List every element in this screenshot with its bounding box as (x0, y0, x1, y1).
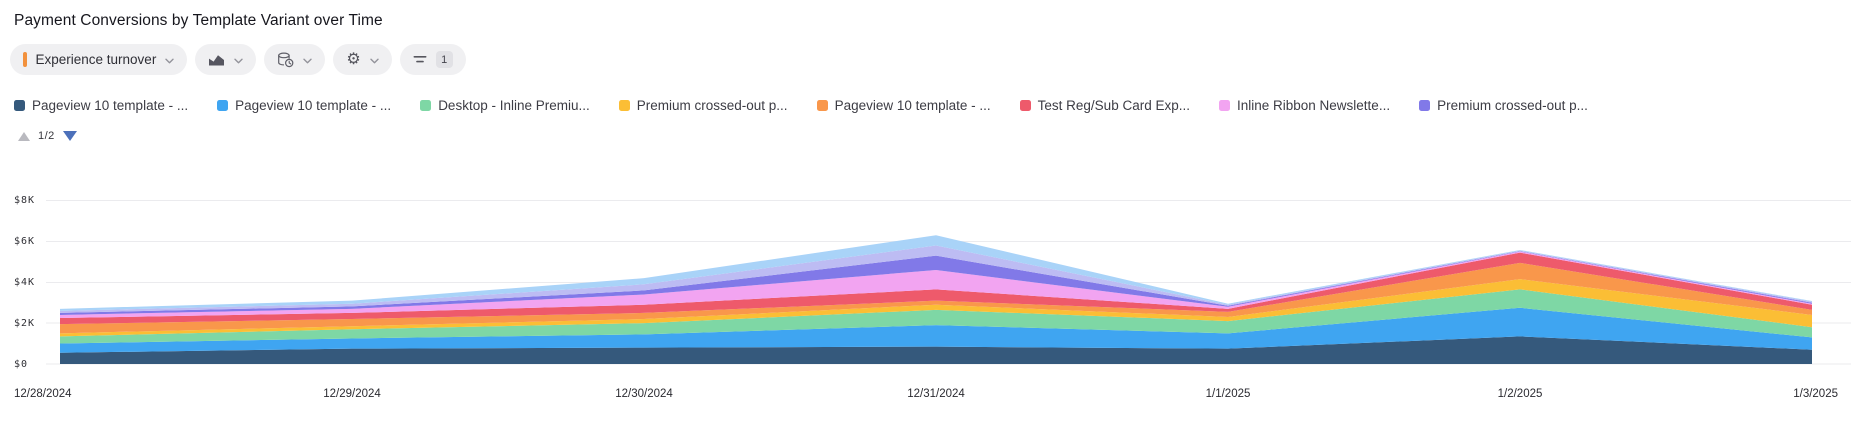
filter-pill[interactable]: 1 (399, 44, 466, 75)
y-axis-tick-label: $8K (14, 195, 36, 206)
y-axis-tick-label: $4K (14, 276, 36, 288)
filter-icon (413, 54, 427, 65)
data-source-pill[interactable] (264, 44, 326, 75)
chart-plot-area: $8K $6K $4K $2K $0 (0, 152, 1851, 382)
area-series[interactable] (60, 252, 1812, 325)
area-series[interactable] (60, 279, 1812, 337)
legend-item[interactable]: Test Reg/Sub Card Exp... (1019, 97, 1190, 113)
area-series[interactable] (60, 235, 1812, 311)
legend: Pageview 10 template - ... Pageview 10 te… (14, 95, 1841, 115)
legend-item[interactable]: Premium crossed-out p... (618, 97, 788, 113)
legend-swatch (816, 99, 828, 111)
x-axis-tick-label: 12/28/2024 (14, 388, 72, 400)
chevron-down-icon (369, 52, 379, 67)
toolbar: Experience turnover ⚙ (10, 44, 466, 75)
legend-item[interactable]: Inline Ribbon Newslette... (1218, 97, 1391, 113)
legend-item-label: Premium crossed-out p... (636, 97, 788, 113)
x-axis: 12/28/2024 12/29/2024 12/30/2024 12/31/2024… (0, 388, 1851, 406)
y-axis-tick-label: $0 (14, 358, 29, 370)
legend-swatch (618, 99, 630, 111)
area-series[interactable] (60, 251, 1812, 319)
x-axis-tick-label: 1/1/2025 (1205, 388, 1251, 400)
metric-pill[interactable]: Experience turnover (10, 44, 188, 75)
legend-item-label: Inline Ribbon Newslette... (1236, 97, 1391, 113)
legend-item-label: Pageview 10 template - ... (834, 97, 991, 113)
area-series[interactable] (60, 307, 1812, 353)
legend-swatch (14, 99, 25, 111)
area-series[interactable] (60, 336, 1812, 364)
legend-item[interactable]: Desktop - Inline Premiu... (420, 98, 590, 113)
x-axis-tick-label: 1/2/2025 (1497, 388, 1543, 400)
chevron-down-icon (234, 52, 244, 67)
legend-item-label: Pageview 10 template - ... (235, 97, 392, 113)
legend-page-indicator: 1/2 (38, 130, 55, 142)
legend-swatch (1218, 99, 1230, 111)
chevron-down-icon (165, 52, 175, 67)
legend-item-label: Test Reg/Sub Card Exp... (1037, 97, 1190, 113)
area-chart-icon (208, 52, 225, 67)
gear-icon: ⚙ (346, 50, 361, 68)
stacked-area-chart[interactable] (0, 152, 1851, 382)
database-clock-icon (277, 52, 294, 68)
settings-pill[interactable]: ⚙ (333, 44, 392, 75)
metric-accent-bar (23, 52, 27, 67)
x-axis-tick-label: 12/29/2024 (323, 388, 381, 400)
area-series[interactable] (60, 289, 1812, 344)
filter-count-badge: 1 (435, 51, 453, 68)
chart-type-pill[interactable] (195, 44, 257, 75)
chevron-down-icon (303, 52, 313, 67)
legend-item-label: Desktop - Inline Premiu... (438, 97, 590, 113)
x-axis-tick-label: 12/30/2024 (615, 388, 673, 400)
legend-swatch (420, 99, 432, 111)
legend-item[interactable]: Pageview 10 template - ... (14, 98, 188, 113)
y-axis-tick-label: $2K (14, 317, 36, 329)
legend-page-down-button[interactable] (62, 131, 77, 141)
x-axis-tick-label: 1/3/2025 (1793, 388, 1838, 400)
legend-swatch (217, 99, 229, 111)
legend-item[interactable]: Pageview 10 template - ... (816, 97, 991, 113)
legend-item-label: Premium crossed-out p... (1437, 97, 1588, 113)
legend-pager: 1/2 (18, 128, 77, 144)
y-axis-tick-label: $6K (14, 235, 36, 247)
legend-swatch (1419, 99, 1431, 111)
area-series[interactable] (60, 251, 1812, 315)
legend-item-label: Pageview 10 template - ... (32, 97, 189, 113)
metric-pill-label: Experience turnover (35, 52, 157, 67)
legend-item[interactable]: Pageview 10 template - ... (217, 98, 391, 113)
area-series[interactable] (60, 245, 1812, 313)
legend-item[interactable]: Premium crossed-out p... (1419, 98, 1588, 113)
legend-swatch (1019, 99, 1031, 111)
x-axis-tick-label: 12/31/2024 (907, 388, 965, 400)
page-title: Payment Conversions by Template Variant … (14, 12, 383, 29)
area-series[interactable] (60, 262, 1812, 334)
legend-page-up-button[interactable] (18, 131, 30, 141)
